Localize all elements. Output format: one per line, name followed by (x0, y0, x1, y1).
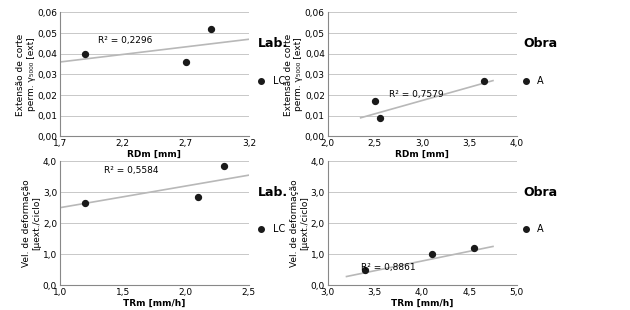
Text: Obra: Obra (523, 37, 557, 50)
Y-axis label: Vel. de deformação
[μext./ciclo]: Vel. de deformação [μext./ciclo] (22, 179, 42, 267)
X-axis label: TRm [mm/h]: TRm [mm/h] (123, 298, 186, 308)
Point (206, 26, 216, 31)
Point (360, 267, 370, 272)
X-axis label: RDm [mm]: RDm [mm] (395, 149, 449, 159)
Text: R² = 0,2296: R² = 0,2296 (98, 37, 152, 46)
Point (370, 99, 380, 104)
Point (479, 78, 489, 83)
Text: R² = 0,8861: R² = 0,8861 (360, 263, 415, 272)
Text: LC: LC (273, 224, 285, 234)
Text: Obra: Obra (523, 186, 557, 199)
Point (427, 252, 437, 257)
Text: R² = 0,7579: R² = 0,7579 (389, 90, 444, 99)
Text: A: A (537, 224, 544, 234)
Y-axis label: Vel. de deformação
[μext./ciclo]: Vel. de deformação [μext./ciclo] (290, 179, 309, 267)
Point (374, 115, 384, 120)
Text: Lab.: Lab. (258, 37, 289, 50)
Y-axis label: Extensão de corte
perm. γ₅₀₀₀ [ext]: Extensão de corte perm. γ₅₀₀₀ [ext] (284, 33, 304, 116)
Point (469, 246, 479, 250)
X-axis label: RDm [mm]: RDm [mm] (127, 149, 181, 159)
Point (193, 194, 203, 199)
Point (80, 51, 90, 56)
Text: Lab.: Lab. (258, 186, 289, 199)
Point (219, 163, 229, 168)
Text: A: A (537, 76, 544, 86)
Point (80, 201, 90, 206)
Y-axis label: Extensão de corte
perm. γ₅₀₀₀ [ext]: Extensão de corte perm. γ₅₀₀₀ [ext] (16, 33, 36, 116)
Text: R² = 0,5584: R² = 0,5584 (104, 166, 159, 175)
X-axis label: TRm [mm/h]: TRm [mm/h] (391, 298, 454, 308)
Point (181, 60, 191, 64)
Text: LC: LC (273, 76, 285, 86)
